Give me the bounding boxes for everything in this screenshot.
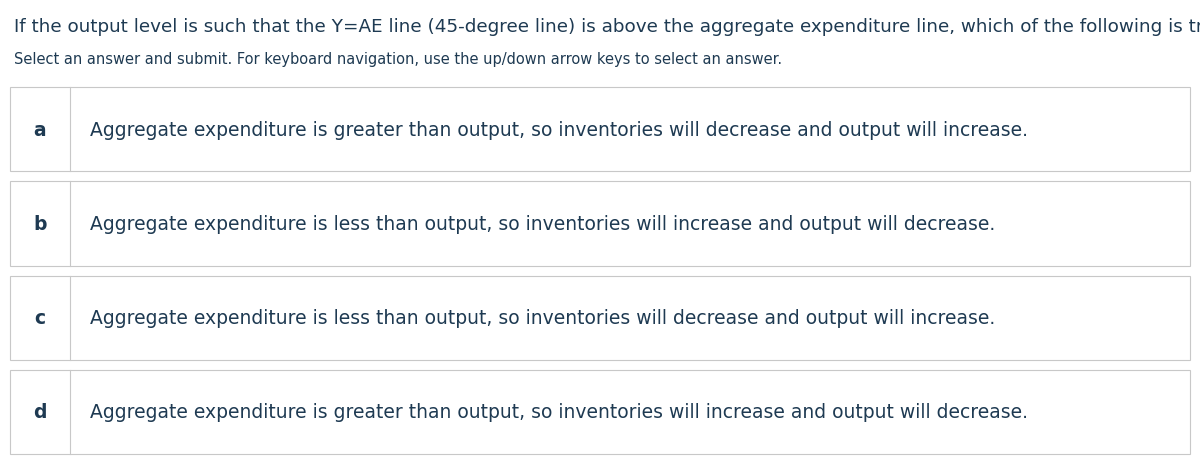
Bar (10, 182, 1190, 266)
Bar (10, 88, 1190, 172)
Text: Aggregate expenditure is less than output, so inventories will decrease and outp: Aggregate expenditure is less than outpu… (90, 308, 995, 327)
Text: d: d (34, 403, 47, 421)
Text: a: a (34, 120, 47, 140)
Text: b: b (34, 214, 47, 233)
Text: If the output level is such that the Y=AE line (45-degree line) is above the agg: If the output level is such that the Y=A… (14, 18, 1200, 36)
Text: Select an answer and submit. For keyboard navigation, use the up/down arrow keys: Select an answer and submit. For keyboar… (14, 52, 782, 67)
Bar (10, 370, 1190, 454)
Text: Aggregate expenditure is greater than output, so inventories will decrease and o: Aggregate expenditure is greater than ou… (90, 120, 1028, 140)
Text: Aggregate expenditure is greater than output, so inventories will increase and o: Aggregate expenditure is greater than ou… (90, 403, 1028, 421)
Text: c: c (35, 308, 46, 327)
Bar (10, 276, 1190, 360)
Text: Aggregate expenditure is less than output, so inventories will increase and outp: Aggregate expenditure is less than outpu… (90, 214, 995, 233)
